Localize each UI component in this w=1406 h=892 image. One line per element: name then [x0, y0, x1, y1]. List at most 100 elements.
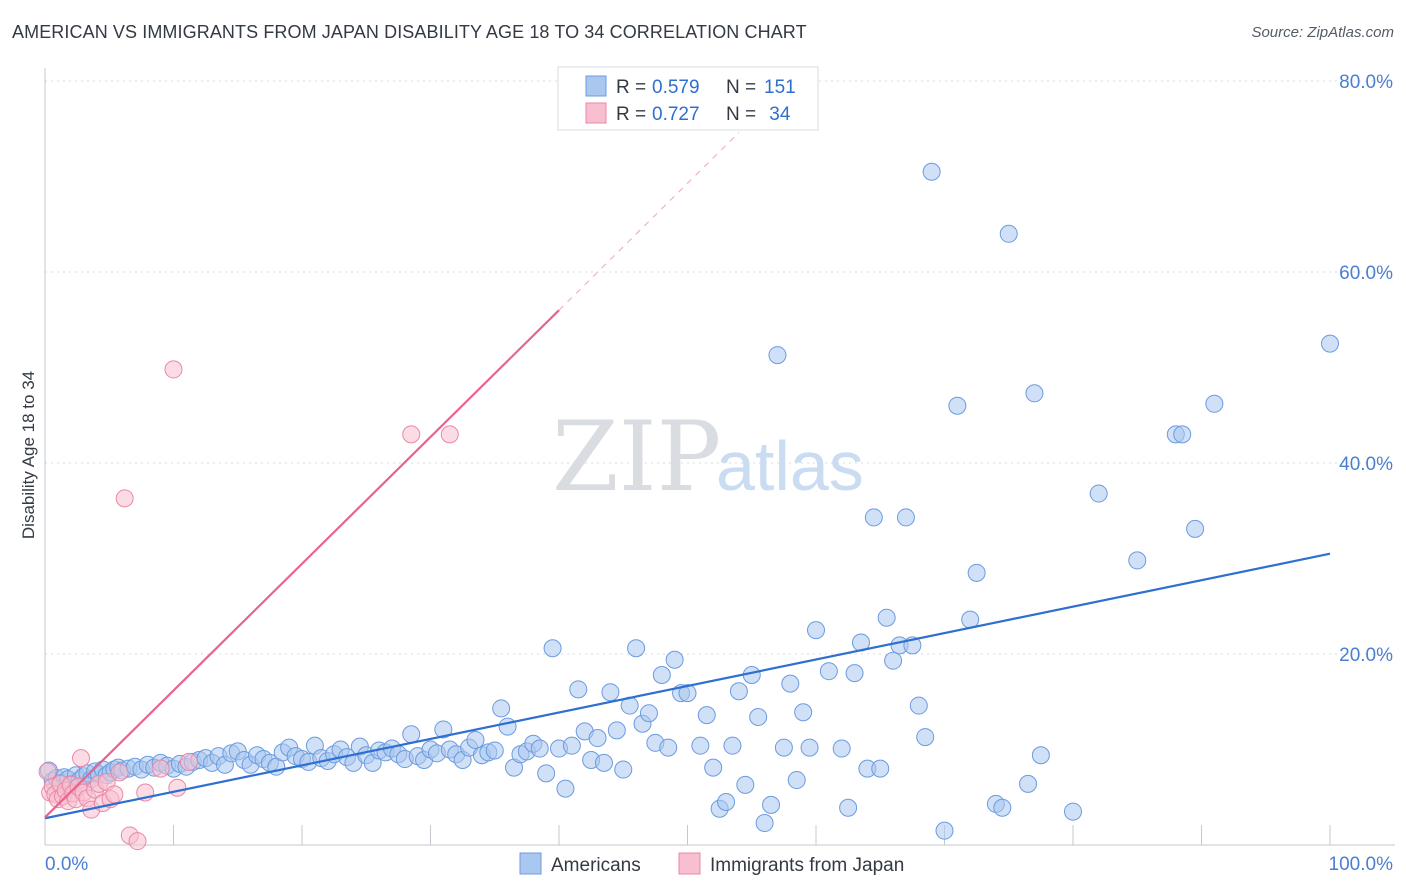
americans-point-77 — [485, 741, 504, 760]
americans-point-118 — [755, 814, 774, 833]
americans-point-115 — [736, 775, 755, 794]
y-tick-label-40: 40.0% — [1339, 454, 1393, 475]
americans-point-74 — [466, 730, 485, 749]
legend-n-label-1: N = — [726, 77, 756, 98]
y-tick-label-60: 60.0% — [1339, 263, 1393, 284]
japan-point-30 — [168, 778, 187, 797]
americans-point-124 — [794, 703, 813, 722]
americans-point-94 — [594, 753, 613, 772]
americans-point-107 — [678, 684, 697, 703]
americans-point-90 — [569, 680, 588, 699]
americans-point-155 — [1128, 551, 1147, 570]
americans-point-134 — [871, 759, 890, 778]
americans-point-64 — [402, 725, 421, 744]
americans-point-129 — [839, 798, 858, 817]
americans-point-110 — [704, 758, 723, 777]
americans-point-93 — [588, 729, 607, 748]
trendlines — [44, 132, 1331, 820]
americans-point-146 — [967, 563, 986, 582]
americans-point-89 — [562, 736, 581, 755]
japan-trendline — [44, 309, 560, 819]
americans-point-113 — [723, 736, 742, 755]
japan-points — [38, 360, 459, 851]
americans-point-117 — [749, 708, 768, 727]
americans-point-79 — [498, 717, 517, 736]
bottom-legend-americans: Americans — [551, 855, 641, 876]
americans-point-120 — [768, 346, 787, 365]
americans-point-97 — [614, 760, 633, 779]
americans-point-99 — [627, 639, 646, 658]
y-tick-label-80: 80.0% — [1339, 72, 1393, 93]
japan-point-32 — [402, 425, 421, 444]
americans-point-105 — [665, 650, 684, 669]
americans-point-148 — [993, 798, 1012, 817]
bottom-legend-swatch-japan — [678, 852, 701, 875]
americans-point-153 — [1064, 802, 1082, 821]
americans-point-78 — [492, 699, 511, 718]
japan-point-28 — [151, 759, 170, 778]
americans-point-143 — [935, 821, 954, 840]
americans-point-158 — [1186, 519, 1205, 538]
americans-point-95 — [601, 683, 620, 702]
japan-trendline-extension — [558, 132, 740, 311]
japan-point-31 — [179, 752, 198, 771]
americans-point-85 — [537, 764, 556, 783]
americans-point-154 — [1089, 484, 1108, 503]
americans-point-122 — [781, 674, 800, 693]
watermark-zip: ZIP — [552, 401, 721, 513]
japan-point-29 — [164, 360, 183, 379]
americans-point-86 — [543, 639, 562, 658]
americans-point-125 — [800, 738, 819, 757]
americans-point-128 — [832, 739, 851, 758]
americans-point-121 — [774, 738, 793, 757]
grid-lines — [45, 80, 1395, 655]
americans-point-84 — [530, 739, 549, 758]
americans-trendline — [44, 552, 1331, 820]
americans-point-127 — [819, 662, 838, 681]
americans-point-152 — [1031, 746, 1050, 765]
legend-swatch-americans — [585, 75, 607, 97]
watermark: ZIP atlas — [552, 401, 864, 513]
x-tick-label-0: 0.0% — [45, 854, 88, 875]
americans-point-135 — [877, 608, 896, 627]
japan-point-23 — [110, 763, 129, 782]
americans-point-108 — [691, 736, 710, 755]
legend-n-label-2: N = — [726, 104, 756, 125]
americans-point-104 — [659, 738, 678, 757]
americans-point-142 — [922, 162, 941, 181]
japan-point-24 — [115, 489, 134, 508]
americans-point-159 — [1205, 394, 1224, 413]
americans-point-101 — [639, 704, 658, 723]
japan-point-13 — [71, 749, 90, 768]
legend-n-value-1: 151 — [764, 77, 796, 98]
japan-point-33 — [440, 425, 459, 444]
americans-point-109 — [697, 706, 716, 725]
legend-r-value-1: 0.579 — [652, 77, 700, 98]
americans-point-151 — [1025, 384, 1044, 403]
americans-point-160 — [1321, 334, 1339, 353]
watermark-atlas: atlas — [716, 427, 864, 505]
americans-point-133 — [864, 508, 883, 527]
japan-point-22 — [105, 785, 124, 804]
tick-labels: 20.0% 40.0% 60.0% 80.0% 0.0% 100.0% — [45, 72, 1393, 875]
americans-point-144 — [948, 396, 967, 415]
americans-point-119 — [762, 795, 781, 814]
americans-point-138 — [896, 508, 915, 527]
americans-point-140 — [909, 696, 928, 715]
americans-point-114 — [729, 682, 748, 701]
americans-point-112 — [717, 793, 736, 812]
legend-n-value-2: 34 — [764, 104, 791, 125]
americans-point-126 — [807, 621, 825, 640]
americans-point-69 — [434, 720, 453, 739]
americans-point-103 — [652, 666, 671, 685]
y-tick-label-20: 20.0% — [1339, 645, 1393, 666]
legend-r-label-2: R = — [616, 104, 646, 125]
legend-r-value-2: 0.727 — [652, 104, 700, 125]
americans-point-96 — [607, 721, 626, 740]
japan-point-26 — [128, 832, 147, 851]
japan-point-0 — [38, 762, 57, 781]
americans-point-150 — [1019, 774, 1038, 793]
bottom-legend-japan: Immigrants from Japan — [710, 855, 904, 876]
series-legend: Americans Immigrants from Japan — [519, 852, 904, 876]
